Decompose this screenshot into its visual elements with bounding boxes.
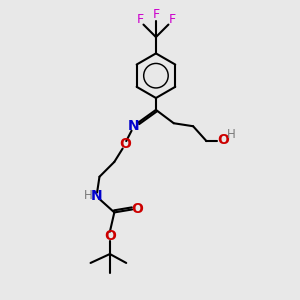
Text: O: O	[132, 202, 143, 216]
Text: F: F	[136, 13, 143, 26]
Text: H: H	[227, 128, 236, 141]
Text: N: N	[91, 189, 102, 203]
Text: F: F	[168, 13, 175, 26]
Text: F: F	[152, 8, 160, 21]
Text: O: O	[217, 133, 229, 147]
Text: O: O	[119, 137, 131, 151]
Text: N: N	[128, 119, 140, 133]
Text: H: H	[84, 189, 93, 202]
Text: O: O	[104, 229, 116, 243]
